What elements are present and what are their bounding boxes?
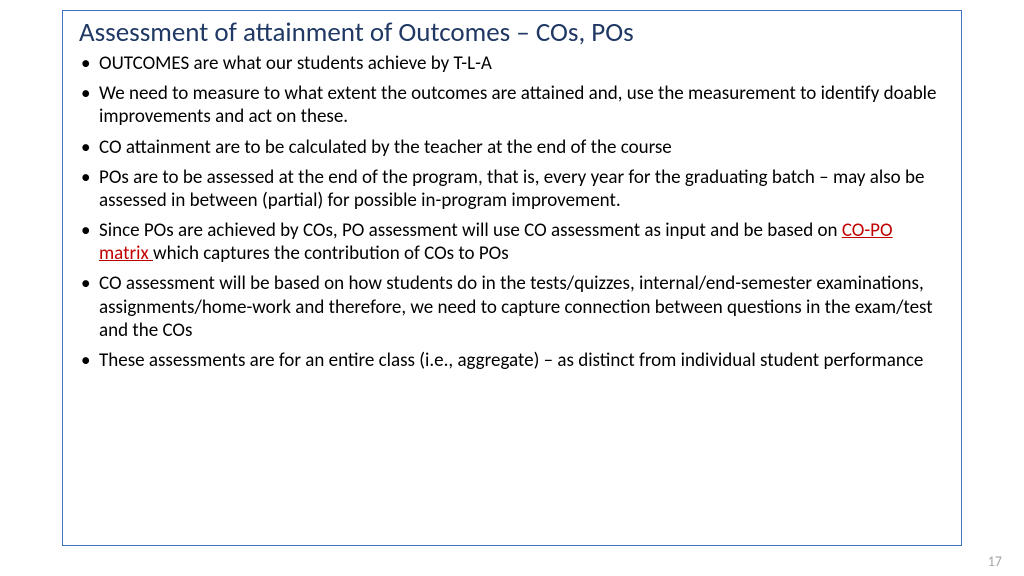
bullet-item: CO assessment will be based on how stude…	[79, 272, 945, 342]
page-number: 17	[988, 553, 1002, 570]
bullet-item: Since POs are achieved by COs, PO assess…	[79, 219, 945, 265]
slide-frame: Assessment of attainment of Outcomes – C…	[62, 10, 962, 546]
bullet-item: These assessments are for an entire clas…	[79, 349, 945, 372]
bullet-list: OUTCOMES are what our students achieve b…	[79, 52, 945, 372]
bullet-text-post: which captures the contribution of COs t…	[153, 242, 509, 265]
bullet-item: POs are to be assessed at the end of the…	[79, 166, 945, 212]
bullet-item: OUTCOMES are what our students achieve b…	[79, 52, 945, 75]
bullet-text-pre: Since POs are achieved by COs, PO assess…	[99, 219, 842, 242]
slide-title: Assessment of attainment of Outcomes – C…	[79, 17, 945, 48]
bullet-item: CO attainment are to be calculated by th…	[79, 136, 945, 159]
bullet-item: We need to measure to what extent the ou…	[79, 82, 945, 128]
